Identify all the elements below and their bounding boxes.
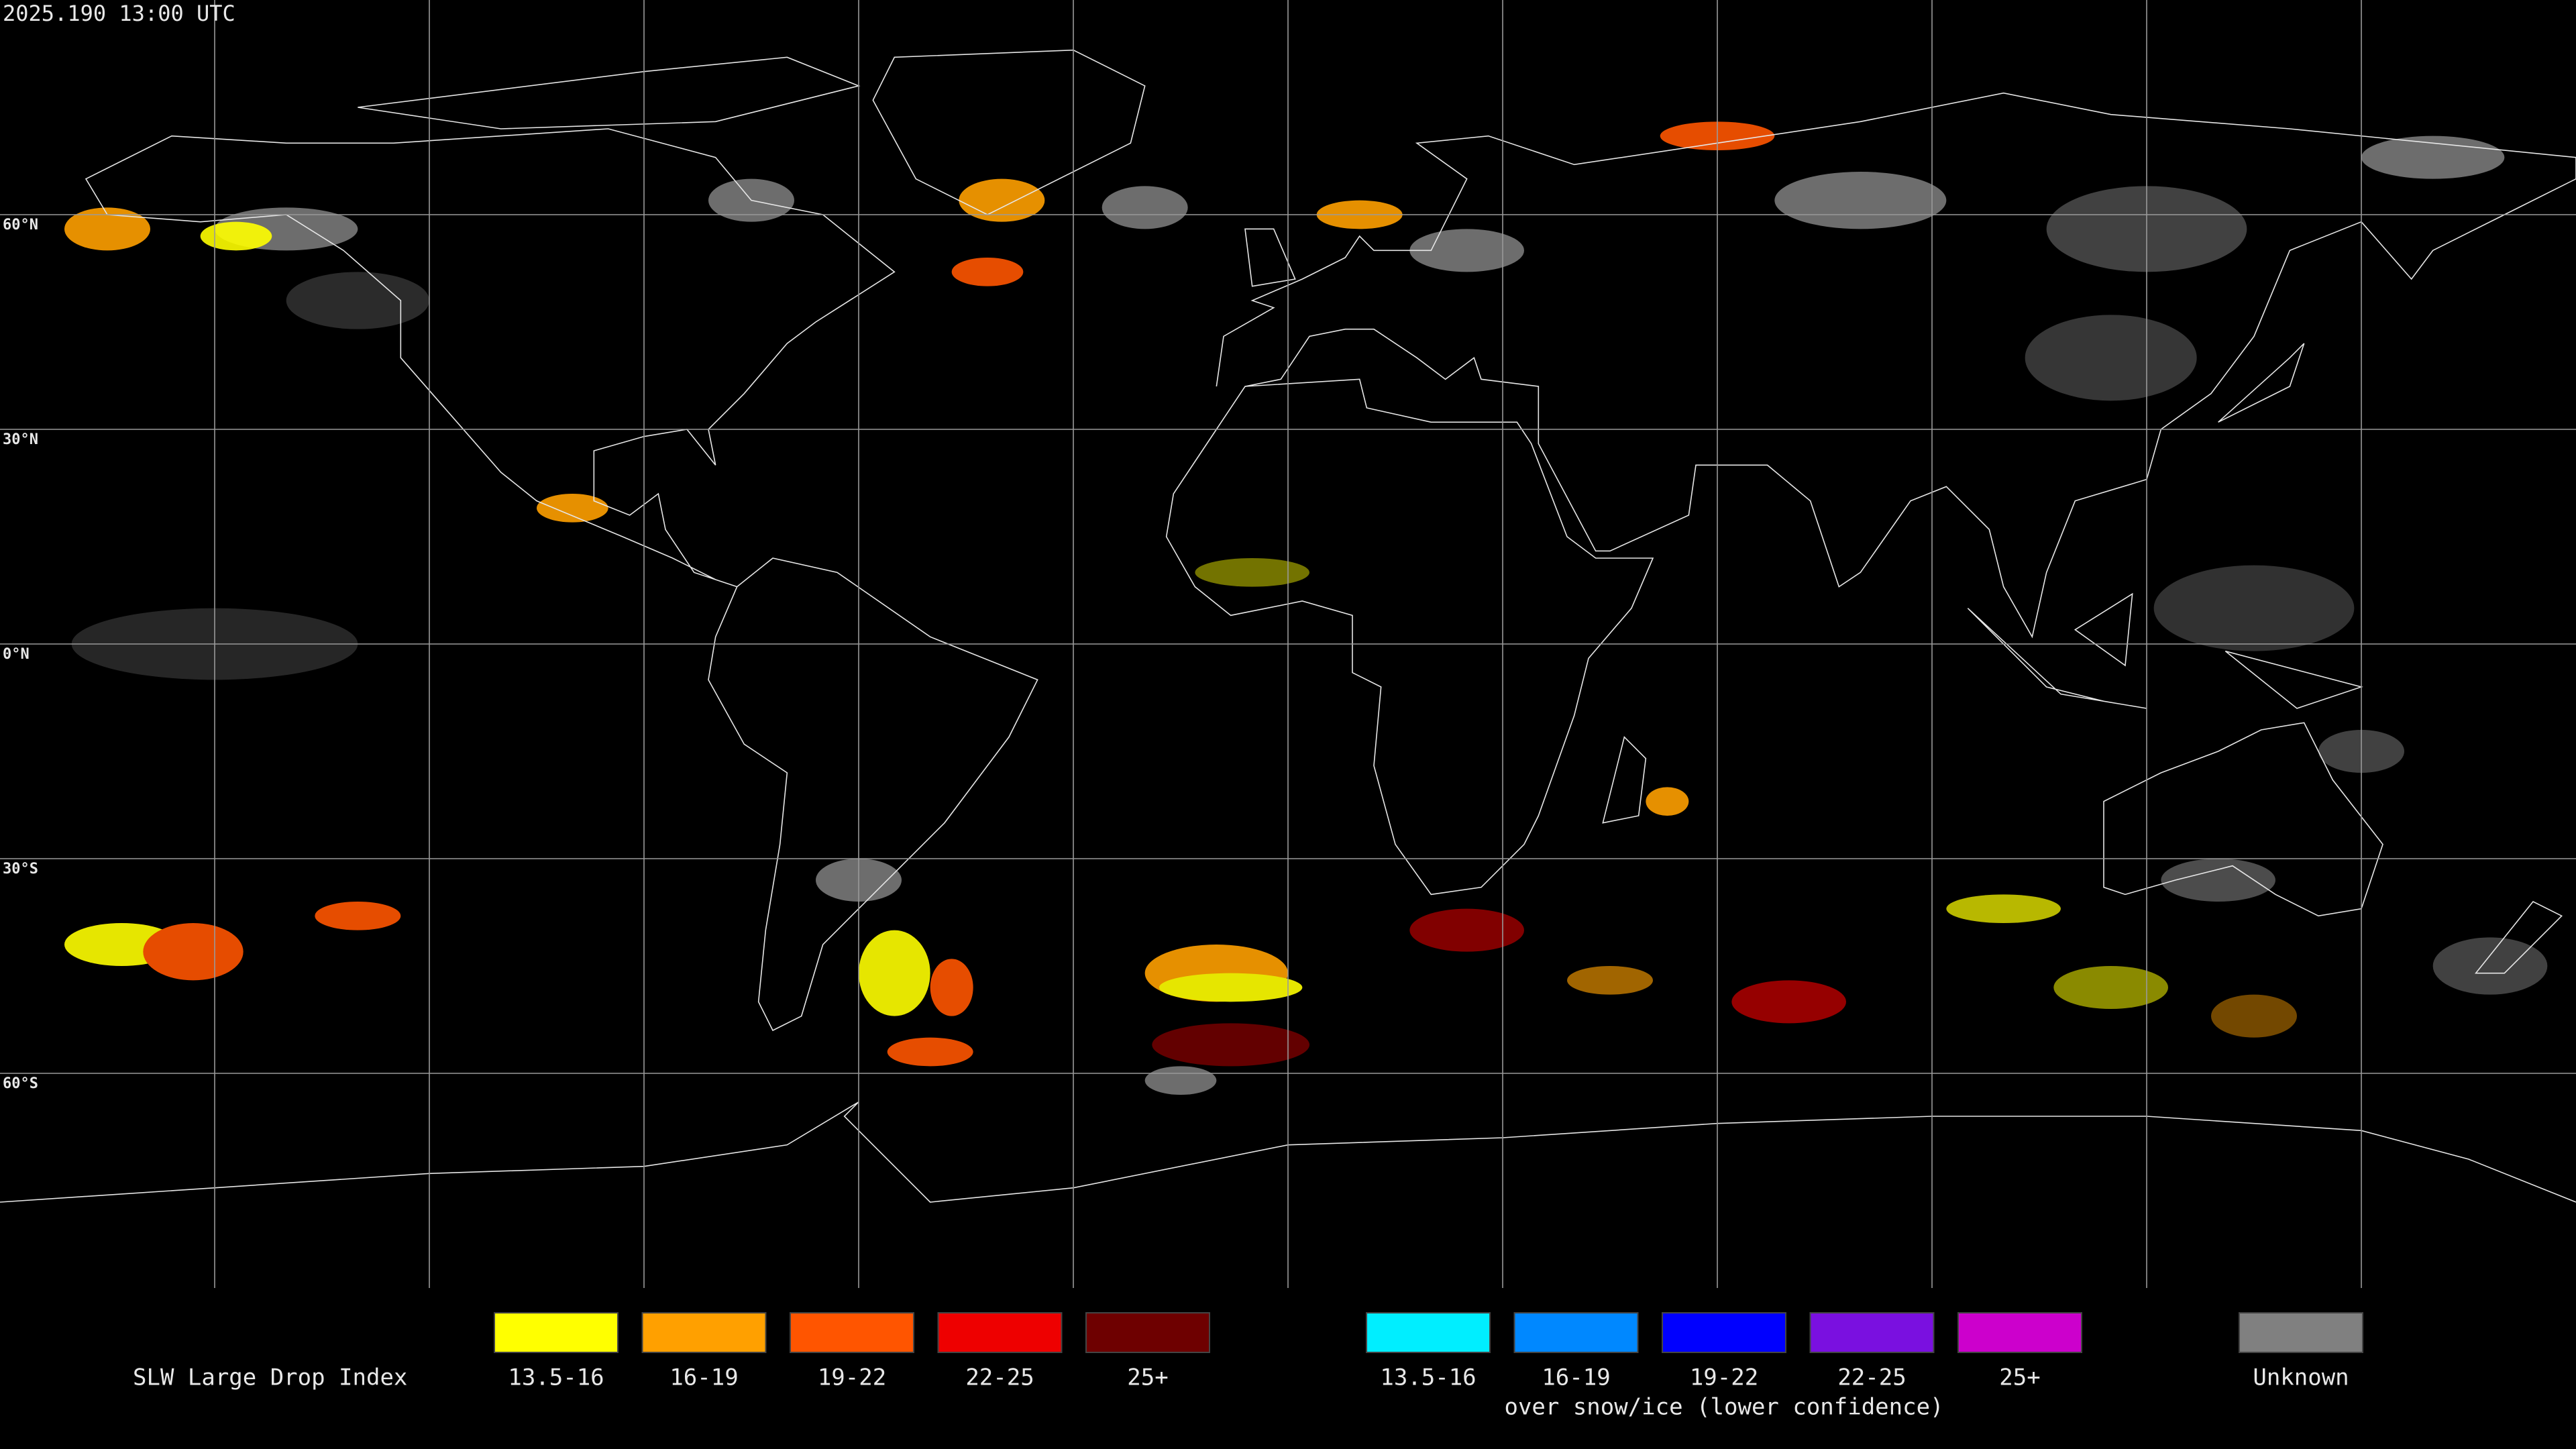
legend-label: 16-19: [669, 1364, 738, 1391]
legend-caption: over snow/ice (lower confidence): [1504, 1394, 1943, 1421]
latitude-label: 0°N: [3, 646, 30, 663]
legend-swatch: [1085, 1312, 1210, 1353]
map: [0, 0, 2576, 1288]
legend-title: SLW Large Drop Index: [133, 1364, 407, 1391]
legend-label: 16-19: [1542, 1364, 1610, 1391]
legend-label: 22-25: [965, 1364, 1034, 1391]
legend-label: 19-22: [818, 1364, 886, 1391]
legend-swatch: [2239, 1312, 2363, 1353]
legend-swatch: [937, 1312, 1063, 1353]
latitude-label: 30°N: [3, 431, 38, 448]
latitude-label: 30°S: [3, 861, 38, 877]
legend-swatch: [1809, 1312, 1935, 1353]
latitude-label: 60°S: [3, 1075, 38, 1092]
legend-swatch: [641, 1312, 767, 1353]
legend-swatch: [1662, 1312, 1786, 1353]
legend-label: 13.5-16: [508, 1364, 604, 1391]
graticule: [0, 0, 2576, 1288]
timestamp: 2025.190 13:00 UTC: [3, 1, 235, 26]
legend-label: 22-25: [1837, 1364, 1906, 1391]
legend-swatch: [1366, 1312, 1491, 1353]
latitude-label: 60°N: [3, 217, 38, 233]
latitude-labels: 60°N 30°N 0°N 30°S 60°S: [3, 217, 38, 1092]
legend-swatch: [1957, 1312, 2082, 1353]
legend-swatch: [790, 1312, 914, 1353]
legend-label: 25+: [1999, 1364, 2040, 1391]
legend-label: 13.5-16: [1380, 1364, 1476, 1391]
legend-swatch: [1513, 1312, 1639, 1353]
legend-label: 25+: [1127, 1364, 1168, 1391]
legend: SLW Large Drop Index 13.5-16 16-19 19-22 22…: [133, 1312, 2363, 1421]
legend-label: Unknown: [2253, 1364, 2349, 1391]
legend-label: 19-22: [1690, 1364, 1758, 1391]
legend-swatch: [494, 1312, 619, 1353]
